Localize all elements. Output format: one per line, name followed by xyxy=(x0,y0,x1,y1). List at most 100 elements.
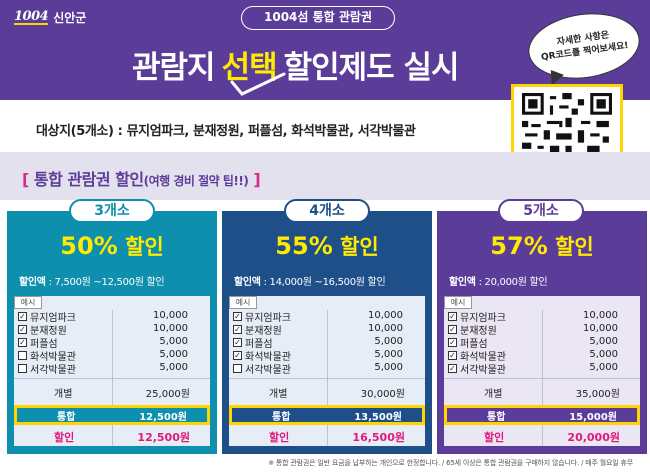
item-price: 10,000 xyxy=(368,310,403,321)
total-row: 통합 13,500원 xyxy=(229,405,425,425)
tier-card-3: 57% 할인 할인액 : 20,000원 할인 예시 ✓ 뮤지엄파크 10,000 ✓ 분재정… xyxy=(437,211,647,454)
checkbox-empty-icon xyxy=(233,364,242,373)
discount-row: 할인 20,000원 xyxy=(444,428,640,446)
example-item: ✓ 퍼플섬 5,000 xyxy=(448,336,634,350)
discount-range: 할인액 : 20,000원 할인 xyxy=(449,273,548,288)
example-item: ✓ 화석박물관 5,000 xyxy=(233,349,419,363)
example-box: 예시 ✓ 뮤지엄파크 10,000 ✓ 분재정원 10,000 ✓ 퍼플섬 5,000 화석박물관 5… xyxy=(14,296,210,446)
example-box: 예시 ✓ 뮤지엄파크 10,000 ✓ 분재정원 10,000 ✓ 퍼플섬 5,000 ✓ 화석박물관… xyxy=(444,296,640,446)
tier-discount: 57% 할인 xyxy=(437,231,647,261)
checkbox-checked-icon: ✓ xyxy=(448,338,457,347)
discount-row: 할인 12,500원 xyxy=(14,428,210,446)
tier-tab-1: 3개소 xyxy=(69,199,155,223)
example-item: ✓ 서각박물관 5,000 xyxy=(448,362,634,376)
item-price: 5,000 xyxy=(589,349,618,360)
total-label: 통합 xyxy=(57,411,76,423)
checkbox-checked-icon: ✓ xyxy=(233,312,242,321)
total-label: 통합 xyxy=(487,411,506,423)
pass-title-pill: 1004섬 통합 관람권 xyxy=(241,6,395,30)
logo-mark: 1004 xyxy=(14,9,49,25)
divider xyxy=(14,378,210,379)
example-item: 서각박물관 5,000 xyxy=(233,362,419,376)
checkbox-checked-icon: ✓ xyxy=(18,338,27,347)
headline-part2: 할인제도 실시 xyxy=(283,50,460,86)
item-price: 10,000 xyxy=(153,323,188,334)
checkbox-checked-icon: ✓ xyxy=(448,325,457,334)
band-subtitle: (여행 경비 절약 팁!!) xyxy=(143,174,249,188)
example-item: ✓ 퍼플섬 5,000 xyxy=(18,336,204,350)
item-price: 5,000 xyxy=(374,362,403,373)
example-item: ✓ 퍼플섬 5,000 xyxy=(233,336,419,350)
footer-note: ※ 통합 관람권은 일반 요금을 납부하는 개인으로 한정합니다. / 65세 … xyxy=(268,459,633,467)
tier-tab-3: 5개소 xyxy=(498,199,584,223)
item-name: 분재정원 xyxy=(245,326,282,337)
item-price: 10,000 xyxy=(153,310,188,321)
example-item: ✓ 뮤지엄파크 10,000 xyxy=(448,310,634,324)
individual-value: 35,000원 xyxy=(575,388,620,400)
item-price: 5,000 xyxy=(159,349,188,360)
divider xyxy=(444,378,640,379)
example-item: ✓ 뮤지엄파크 10,000 xyxy=(18,310,204,324)
checkbox-checked-icon: ✓ xyxy=(448,312,457,321)
checkbox-empty-icon xyxy=(18,351,27,360)
example-box: 예시 ✓ 뮤지엄파크 10,000 ✓ 분재정원 10,000 ✓ 퍼플섬 5,000 ✓ 화석박물관… xyxy=(229,296,425,446)
range-value: : 7,500원 ~12,500원 할인 xyxy=(45,277,165,288)
total-value: 15,000원 xyxy=(569,411,617,423)
example-label: 예시 xyxy=(229,296,257,309)
checkmark-icon xyxy=(230,72,286,96)
item-price: 5,000 xyxy=(374,349,403,360)
item-name: 서각박물관 xyxy=(460,365,506,376)
checkbox-checked-icon: ✓ xyxy=(448,351,457,360)
total-row: 통합 15,000원 xyxy=(444,405,640,425)
range-value: : 20,000원 할인 xyxy=(475,277,548,288)
item-name: 뮤지엄파크 xyxy=(245,313,291,324)
example-item: ✓ 분재정원 10,000 xyxy=(233,323,419,337)
individual-label: 개별 xyxy=(54,388,73,400)
targets-text: 대상지(5개소) : 뮤지엄파크, 분재정원, 퍼플섬, 화석박물관, 서각박물… xyxy=(36,124,416,139)
total-value: 13,500원 xyxy=(354,411,402,423)
discount-value: 12,500원 xyxy=(137,431,190,444)
discount-value: 20,000원 xyxy=(567,431,620,444)
example-label: 예시 xyxy=(444,296,472,309)
item-name: 뮤지엄파크 xyxy=(460,313,506,324)
discount-value: 16,500원 xyxy=(352,431,405,444)
total-label: 통합 xyxy=(272,411,291,423)
item-price: 5,000 xyxy=(589,336,618,347)
item-name: 퍼플섬 xyxy=(245,339,273,350)
bracket-open: [ xyxy=(22,170,29,189)
discount-word: 할인 xyxy=(555,235,594,259)
individual-row: 개별 35,000원 xyxy=(444,383,640,401)
logo-text: 신안군 xyxy=(53,11,87,25)
discount-range: 할인액 : 14,000원 ~16,500원 할인 xyxy=(234,273,386,288)
range-label: 할인액 xyxy=(449,277,476,288)
item-price: 10,000 xyxy=(583,310,618,321)
item-name: 화석박물관 xyxy=(30,352,76,363)
tier-discount: 55% 할인 xyxy=(222,231,432,261)
discount-range: 할인액 : 7,500원 ~12,500원 할인 xyxy=(19,273,165,288)
item-price: 10,000 xyxy=(583,323,618,334)
item-name: 퍼플섬 xyxy=(460,339,488,350)
checkbox-checked-icon: ✓ xyxy=(233,325,242,334)
headline: 관람지 선택 할인제도 실시 xyxy=(132,42,460,87)
item-name: 분재정원 xyxy=(30,326,67,337)
checkbox-checked-icon: ✓ xyxy=(448,364,457,373)
range-value: : 14,000원 ~16,500원 할인 xyxy=(260,277,386,288)
item-price: 5,000 xyxy=(374,336,403,347)
discount-word: 할인 xyxy=(125,235,164,259)
checkbox-checked-icon: ✓ xyxy=(18,325,27,334)
item-name: 뮤지엄파크 xyxy=(30,313,76,324)
discount-label: 할인 xyxy=(54,431,75,444)
band-title-main: 통합 관람권 할인 xyxy=(33,170,144,189)
tier-discount: 50% 할인 xyxy=(7,231,217,261)
band-title: [ 통합 관람권 할인(여행 경비 절약 팁!!) ] xyxy=(22,166,261,190)
individual-value: 25,000원 xyxy=(145,388,190,400)
example-item: ✓ 분재정원 10,000 xyxy=(448,323,634,337)
range-label: 할인액 xyxy=(19,277,46,288)
tier-card-1: 50% 할인 할인액 : 7,500원 ~12,500원 할인 예시 ✓ 뮤지엄파크 10… xyxy=(7,211,217,454)
divider xyxy=(229,378,425,379)
checkbox-checked-icon: ✓ xyxy=(233,351,242,360)
discount-percent: 57% xyxy=(490,232,548,260)
item-price: 10,000 xyxy=(368,323,403,334)
discount-label: 할인 xyxy=(269,431,290,444)
checkbox-checked-icon: ✓ xyxy=(18,312,27,321)
